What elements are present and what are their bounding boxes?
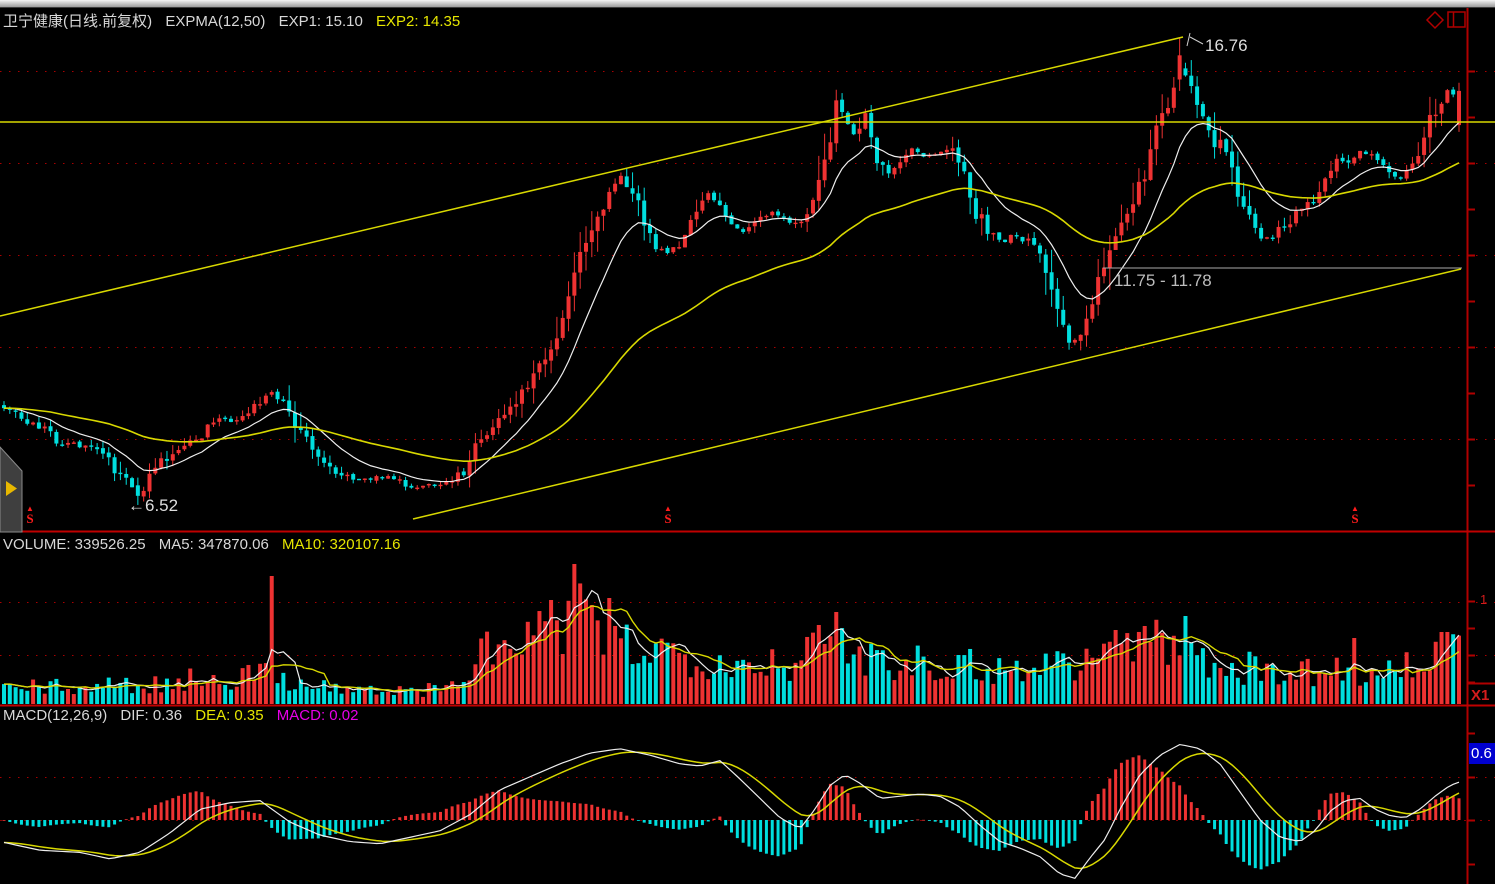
macd-panel-title: MACD(12,26,9) DIF: 0.36 DEA: 0.35 MACD: …	[3, 707, 368, 724]
macd-axis-badge: 0.6	[1469, 743, 1495, 764]
symbol-title: 卫宁健康(日线.前复权)	[3, 13, 153, 30]
event-marker-arrow-icon: ▲	[26, 504, 34, 513]
indicator-label: EXPMA(12,50)	[165, 13, 266, 30]
volume-panel-title: VOLUME: 339526.25 MA5: 347870.06 MA10: 3…	[3, 536, 409, 553]
macd-series	[2, 743, 1461, 879]
volume-ma5-value: MA5: 347870.06	[158, 536, 269, 553]
candlestick-series	[2, 38, 1461, 505]
corner-icons[interactable]	[1425, 10, 1466, 30]
annotation-support-range: 11.75 - 11.78	[1114, 271, 1212, 290]
drawn-trendlines[interactable]	[0, 36, 1495, 520]
dea-value: DEA: 0.35	[195, 707, 264, 724]
macd-value: MACD: 0.02	[276, 707, 359, 724]
dif-value: DIF: 0.36	[120, 707, 183, 724]
event-marker-arrow-icon: ▲	[664, 504, 672, 513]
volume-multiplier-label: X1	[1471, 687, 1490, 704]
window-top-edge	[0, 0, 1495, 8]
event-marker-letter: S	[664, 511, 672, 526]
exp2-value: EXP2: 14.35	[375, 13, 461, 30]
volume-value: VOLUME: 339526.25	[3, 536, 146, 553]
annotation-high-price: 16.76	[1205, 36, 1248, 55]
event-marker-s[interactable]: ▲ S	[1347, 504, 1363, 526]
volume-series	[2, 564, 1461, 704]
right-price-axis[interactable]	[0, 8, 1495, 884]
exp1-value: EXP1: 15.10	[278, 13, 363, 30]
event-marker-s[interactable]: ▲ S	[22, 504, 38, 526]
annotation-low-price: ←6.52	[128, 496, 179, 515]
event-marker-s[interactable]: ▲ S	[660, 504, 676, 526]
left-panel-toggle[interactable]	[0, 446, 23, 533]
event-marker-letter: S	[1351, 511, 1359, 526]
event-marker-letter: S	[26, 511, 34, 526]
volume-ma10-value: MA10: 320107.16	[282, 536, 401, 553]
price-panel-title: 卫宁健康(日线.前复权) EXPMA(12,50) EXP1: 15.10 EX…	[3, 10, 469, 31]
event-marker-arrow-icon: ▲	[1351, 504, 1359, 513]
annotation-connectors	[1186, 32, 1204, 47]
volume-axis-tick-label: 1	[1480, 592, 1488, 607]
macd-params-label: MACD(12,26,9)	[3, 707, 108, 724]
